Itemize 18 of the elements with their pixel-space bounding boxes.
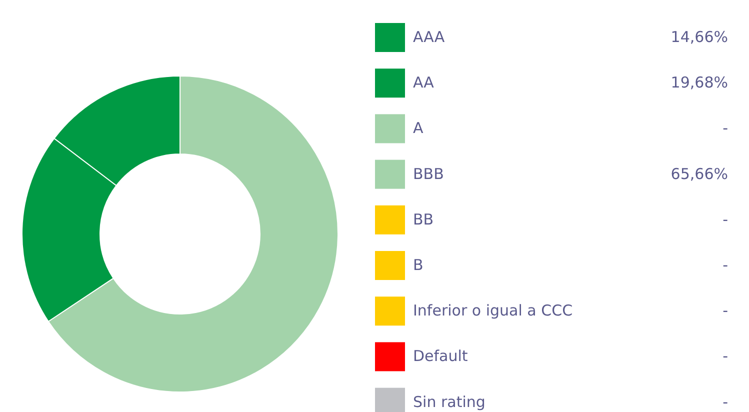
legend-label: Inferior o igual a CCC <box>413 302 573 320</box>
data-label: 65,66% <box>670 164 728 183</box>
text: - <box>722 392 728 411</box>
legend-label: AAA <box>413 28 446 46</box>
text: - <box>722 347 728 366</box>
text: - <box>722 256 728 274</box>
legend-label: A <box>413 119 424 138</box>
data-label: 19,68% <box>670 74 728 92</box>
legend-label: Default <box>413 347 468 366</box>
text: - <box>722 302 728 320</box>
text: - <box>722 210 728 228</box>
data-label: 14,66% <box>670 28 728 46</box>
legend-label: Sin rating <box>413 392 486 411</box>
legend-label: B <box>413 256 424 274</box>
legend-label: AA <box>413 74 435 92</box>
legend-label: BB <box>413 210 434 228</box>
text: - <box>722 119 728 138</box>
legend-label: BBB <box>413 164 444 183</box>
